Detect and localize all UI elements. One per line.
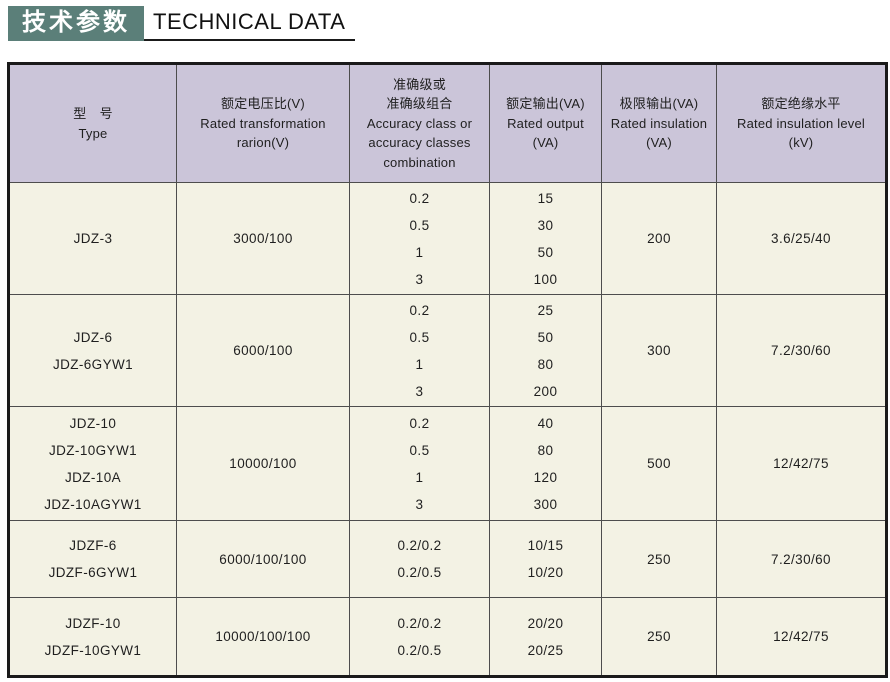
cell-rated-output: 15 30 50 100 [489, 182, 602, 295]
table-row: JDZF-10 JDZF-10GYW1 10000/100/100 0.2/0.… [8, 597, 887, 677]
cell-accuracy: 0.2 0.5 1 3 [349, 406, 490, 521]
header-cell-type: 型 号 Type [8, 63, 177, 183]
header-cell-accuracy: 准确级或 准确级组合 Accuracy class or accuracy cl… [349, 63, 490, 183]
cell-accuracy: 0.2 0.5 1 3 [349, 294, 490, 407]
cell-ratio: 6000/100 [176, 294, 350, 407]
cell-rated-output: 25 50 80 200 [489, 294, 602, 407]
cell-type: JDZ-3 [8, 182, 177, 295]
cell-rated-output: 40 80 120 300 [489, 406, 602, 521]
cell-ratio: 3000/100 [176, 182, 350, 295]
table-row: JDZ-10 JDZ-10GYW1 JDZ-10A JDZ-10AGYW1 10… [8, 406, 887, 521]
cell-accuracy: 0.2/0.2 0.2/0.5 [349, 520, 490, 598]
header-cell-rated-output: 额定输出(VA) Rated output (VA) [489, 63, 602, 183]
cell-ratio: 10000/100 [176, 406, 350, 521]
cell-type: JDZ-10 JDZ-10GYW1 JDZ-10A JDZ-10AGYW1 [8, 406, 177, 521]
section-title-zh: 技术参数 [8, 6, 144, 41]
table-row: JDZF-6 JDZF-6GYW1 6000/100/100 0.2/0.2 0… [8, 520, 887, 598]
cell-type: JDZ-6 JDZ-6GYW1 [8, 294, 177, 407]
cell-accuracy: 0.2 0.5 1 3 [349, 182, 490, 295]
cell-type: JDZF-10 JDZF-10GYW1 [8, 597, 177, 677]
cell-rated-output: 20/20 20/25 [489, 597, 602, 677]
table-header-row: 型 号 Type 额定电压比(V) Rated transformation r… [8, 63, 887, 183]
section-header: 技术参数 TECHNICAL DATA [8, 6, 356, 41]
technical-data-table: 型 号 Type 额定电压比(V) Rated transformation r… [7, 62, 888, 678]
cell-limit-output: 500 [601, 406, 717, 521]
cell-limit-output: 300 [601, 294, 717, 407]
cell-limit-output: 250 [601, 520, 717, 598]
cell-ratio: 10000/100/100 [176, 597, 350, 677]
cell-insulation-level: 7.2/30/60 [716, 520, 887, 598]
cell-ratio: 6000/100/100 [176, 520, 350, 598]
header-cell-ratio: 额定电压比(V) Rated transformation rarion(V) [176, 63, 350, 183]
cell-insulation-level: 12/42/75 [716, 597, 887, 677]
cell-insulation-level: 7.2/30/60 [716, 294, 887, 407]
header-cell-insulation-level: 额定绝缘水平 Rated insulation level (kV) [716, 63, 887, 183]
table-row: JDZ-6 JDZ-6GYW1 6000/100 0.2 0.5 1 3 25 … [8, 294, 887, 407]
cell-type: JDZF-6 JDZF-6GYW1 [8, 520, 177, 598]
cell-insulation-level: 3.6/25/40 [716, 182, 887, 295]
cell-limit-output: 200 [601, 182, 717, 295]
cell-insulation-level: 12/42/75 [716, 406, 887, 521]
cell-accuracy: 0.2/0.2 0.2/0.5 [349, 597, 490, 677]
cell-limit-output: 250 [601, 597, 717, 677]
cell-rated-output: 10/15 10/20 [489, 520, 602, 598]
section-title-en: TECHNICAL DATA [144, 10, 356, 41]
header-cell-limit-output: 极限输出(VA) Rated insulation (VA) [601, 63, 717, 183]
table-row: JDZ-3 3000/100 0.2 0.5 1 3 15 30 50 100 … [8, 182, 887, 295]
